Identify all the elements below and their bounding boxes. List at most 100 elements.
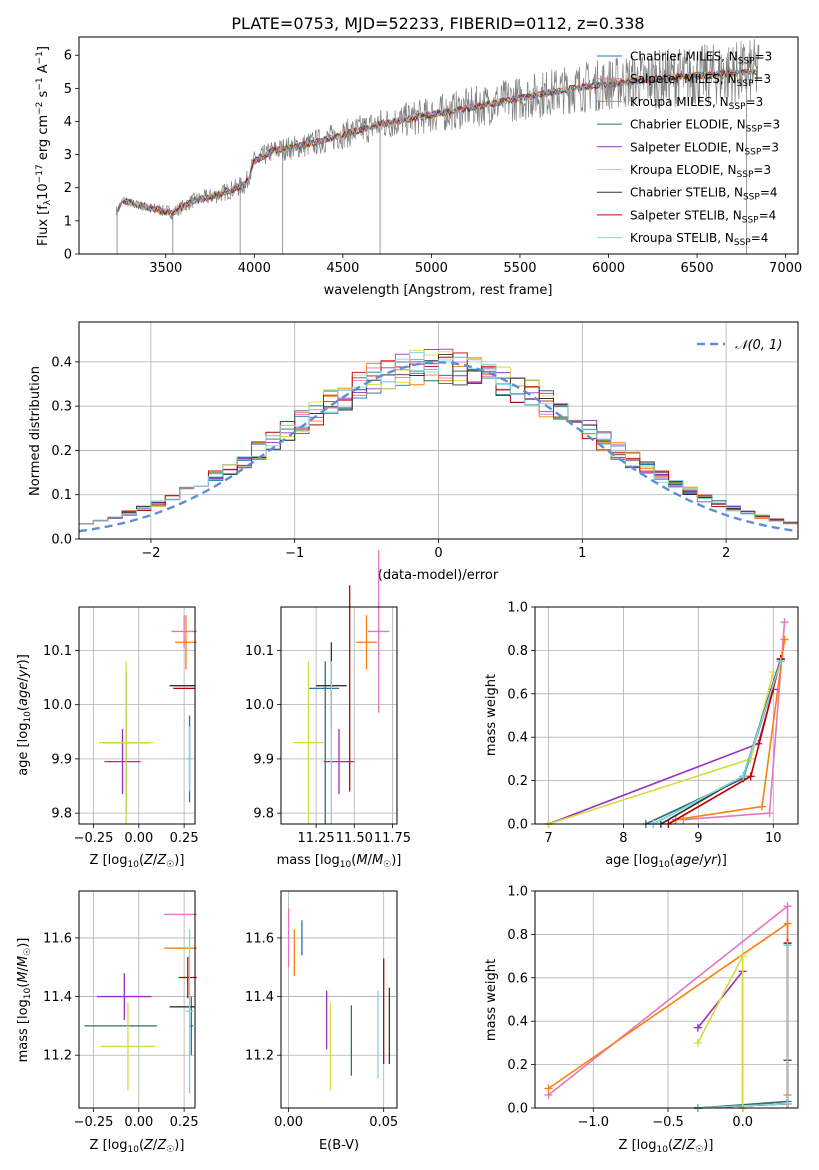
y-tick-label: 6 (64, 49, 72, 64)
mass-weight-marker (739, 772, 748, 781)
legend-label-1: Chabrier MILES, NSSP=3 (630, 50, 772, 67)
legend-nssp: =3 (762, 118, 780, 132)
x-tick-label: −0.5 (652, 1115, 684, 1130)
mass-weight-marker (776, 657, 785, 666)
massweight-vs-Z-panel: −1.0 −0.5 0.0 0.0 0.2 0.4 0.6 0.8 1.0 Z [log10(Z… (484, 885, 799, 1155)
massweight-vs-age-axes-frame (534, 606, 799, 825)
mass-weight-marker (738, 952, 747, 961)
mass-vs-Z-panel: −0.25 0.00 0.25 11.2 11.4 11.6 Z [log10(Z/Z☉)… (16, 890, 199, 1155)
residual-histogram-9 (79, 352, 798, 525)
y-tick-label: 0.0 (507, 818, 528, 833)
x-tick-label: 11.25 (297, 831, 334, 846)
y-tick-label: 10.0 (43, 698, 72, 713)
spectrum-xlabel: wavelength [Angstrom, rest frame] (324, 283, 553, 298)
y-tick-label: 0.1 (51, 488, 72, 503)
x-tick-label: 7000 (769, 261, 802, 276)
x-tick-label: 5000 (415, 261, 448, 276)
legend-nssp: =3 (746, 95, 764, 109)
y-tick-label: 11.4 (245, 990, 274, 1005)
y-tick-label: 0.4 (507, 731, 528, 746)
y-tick-label: 5 (64, 82, 72, 97)
mass-weight-marker (783, 1099, 792, 1108)
x-tick-label: 0.00 (274, 1115, 303, 1130)
legend-subscript: SSP (742, 215, 759, 225)
residuals-axes-frame (78, 321, 799, 540)
mass-weight-marker (758, 802, 767, 811)
y-tick-label: 11.4 (43, 990, 72, 1005)
massweight-vs-Z-xlabel: Z [log10(Z/Z☉)] (619, 1138, 714, 1155)
legend-nssp: =4 (751, 231, 769, 245)
legend-label-2: Salpeter MILES, NSSP=3 (630, 72, 771, 89)
x-tick-label: 0.00 (124, 1115, 153, 1130)
x-tick-label: 0.25 (170, 831, 199, 846)
y-tick-label: 1 (64, 214, 72, 229)
y-tick-label: 0.0 (507, 1102, 528, 1117)
legend-nssp: =3 (761, 140, 779, 154)
age-vs-mass-axes-frame (280, 606, 398, 825)
legend-label-7: Chabrier STELIB, NSSP=4 (630, 186, 778, 203)
age-vs-mass-xlabel: mass [log10(M/M☉)] (277, 853, 402, 870)
x-tick-label: 6000 (592, 261, 625, 276)
age-vs-Z-panel: −0.25 0.00 0.25 9.8 9.9 10.0 10.1 Z [log10(Z/Z… (16, 606, 199, 870)
y-tick-label: 2 (64, 181, 72, 196)
spectrum-model-line-9 (117, 68, 758, 215)
age-vs-mass-panel: 11.25 11.50 11.75 9.8 9.9 10.0 10.1 mass [log1… (245, 550, 411, 870)
x-tick-label: −2 (141, 546, 160, 561)
massweight-vs-age-xlabel: age [log10(age/yr)] (605, 853, 727, 870)
x-tick-label: −0.25 (74, 1115, 114, 1130)
age-vs-Z-ylabel: age [log10(age/yr)] (16, 654, 33, 776)
y-tick-label: 1.0 (507, 601, 528, 616)
spectrum-model-line-7 (117, 68, 758, 217)
mass-weight-marker (780, 635, 789, 644)
residuals-panel: −2 −1 0 1 2 0.0 0.1 0.2 0.3 0.4 (data-model)/erro… (28, 321, 799, 583)
spectrum-legend: Chabrier MILES, NSSP=3 Salpeter MILES, NS… (597, 50, 780, 248)
mass-weight-line-6 (548, 671, 775, 825)
legend-label-9: Kroupa STELIB, NSSP=4 (630, 231, 768, 248)
mass-vs-EBV-panel: 0.00 0.05 11.2 11.4 11.6 E(B-V) (245, 890, 398, 1153)
y-tick-label: 0.2 (507, 774, 528, 789)
y-tick-label: 10.1 (245, 644, 274, 659)
spectrum-model-line-6 (117, 68, 758, 216)
mass-weight-marker (544, 1084, 553, 1093)
legend-subscript: SSP (737, 170, 754, 180)
y-tick-label: 3 (64, 148, 72, 163)
x-tick-label: 7 (544, 831, 552, 846)
y-tick-label: 4 (64, 115, 72, 130)
legend-subscript: SSP (744, 147, 761, 157)
x-tick-label: 10 (765, 831, 782, 846)
y-tick-label: 0 (64, 248, 72, 263)
x-tick-label: 11.75 (374, 831, 411, 846)
legend-label-3: Kroupa MILES, NSSP=3 (630, 95, 763, 112)
x-tick-label: 0 (434, 546, 442, 561)
y-tick-label: 9.8 (51, 807, 72, 822)
massweight-vs-Z-ylabel: mass weight (484, 959, 499, 1041)
y-tick-label: 0.8 (507, 644, 528, 659)
x-tick-label: −0.25 (74, 831, 114, 846)
age-vs-Z-xlabel: Z [log10(Z/Z☉)] (90, 853, 185, 870)
x-tick-label: −1 (285, 546, 304, 561)
mass-weight-line-5 (697, 969, 744, 1108)
legend-subscript: SSP (737, 79, 754, 89)
legend-nssp: =3 (755, 50, 773, 64)
mass-vs-Z-xlabel: Z [log10(Z/Z☉)] (90, 1138, 185, 1155)
mass-weight-line-5 (548, 689, 775, 825)
normal-distribution-curve (78, 361, 799, 533)
y-tick-label: 0.0 (51, 533, 72, 548)
y-tick-label: 0.6 (507, 687, 528, 702)
massweight-vs-age-panel: 7 8 9 10 0.0 0.2 0.4 0.6 0.8 1.0 age [log10(age/y… (484, 601, 799, 870)
massweight-vs-Z-axes-frame (534, 890, 799, 1109)
mass-weight-marker (693, 1023, 702, 1032)
spectrum-panel: 3500 4000 4500 5000 5500 6000 6500 70000123456 … (35, 36, 802, 298)
spectrum-ylabel: Flux [fλ10−17 erg cm−2 s−1 A−1] (35, 46, 53, 246)
x-tick-label: 8 (619, 831, 627, 846)
mass-weight-line-4 (645, 661, 782, 825)
x-tick-label: 5500 (503, 261, 536, 276)
x-tick-label: 2 (722, 546, 730, 561)
y-tick-label: 11.6 (245, 931, 274, 946)
mass-vs-EBV-axes-frame (280, 890, 398, 1109)
mass-weight-marker (746, 772, 755, 781)
legend-subscript: SSP (729, 102, 746, 112)
y-tick-label: 9.8 (253, 807, 274, 822)
x-tick-label: 3500 (149, 261, 182, 276)
